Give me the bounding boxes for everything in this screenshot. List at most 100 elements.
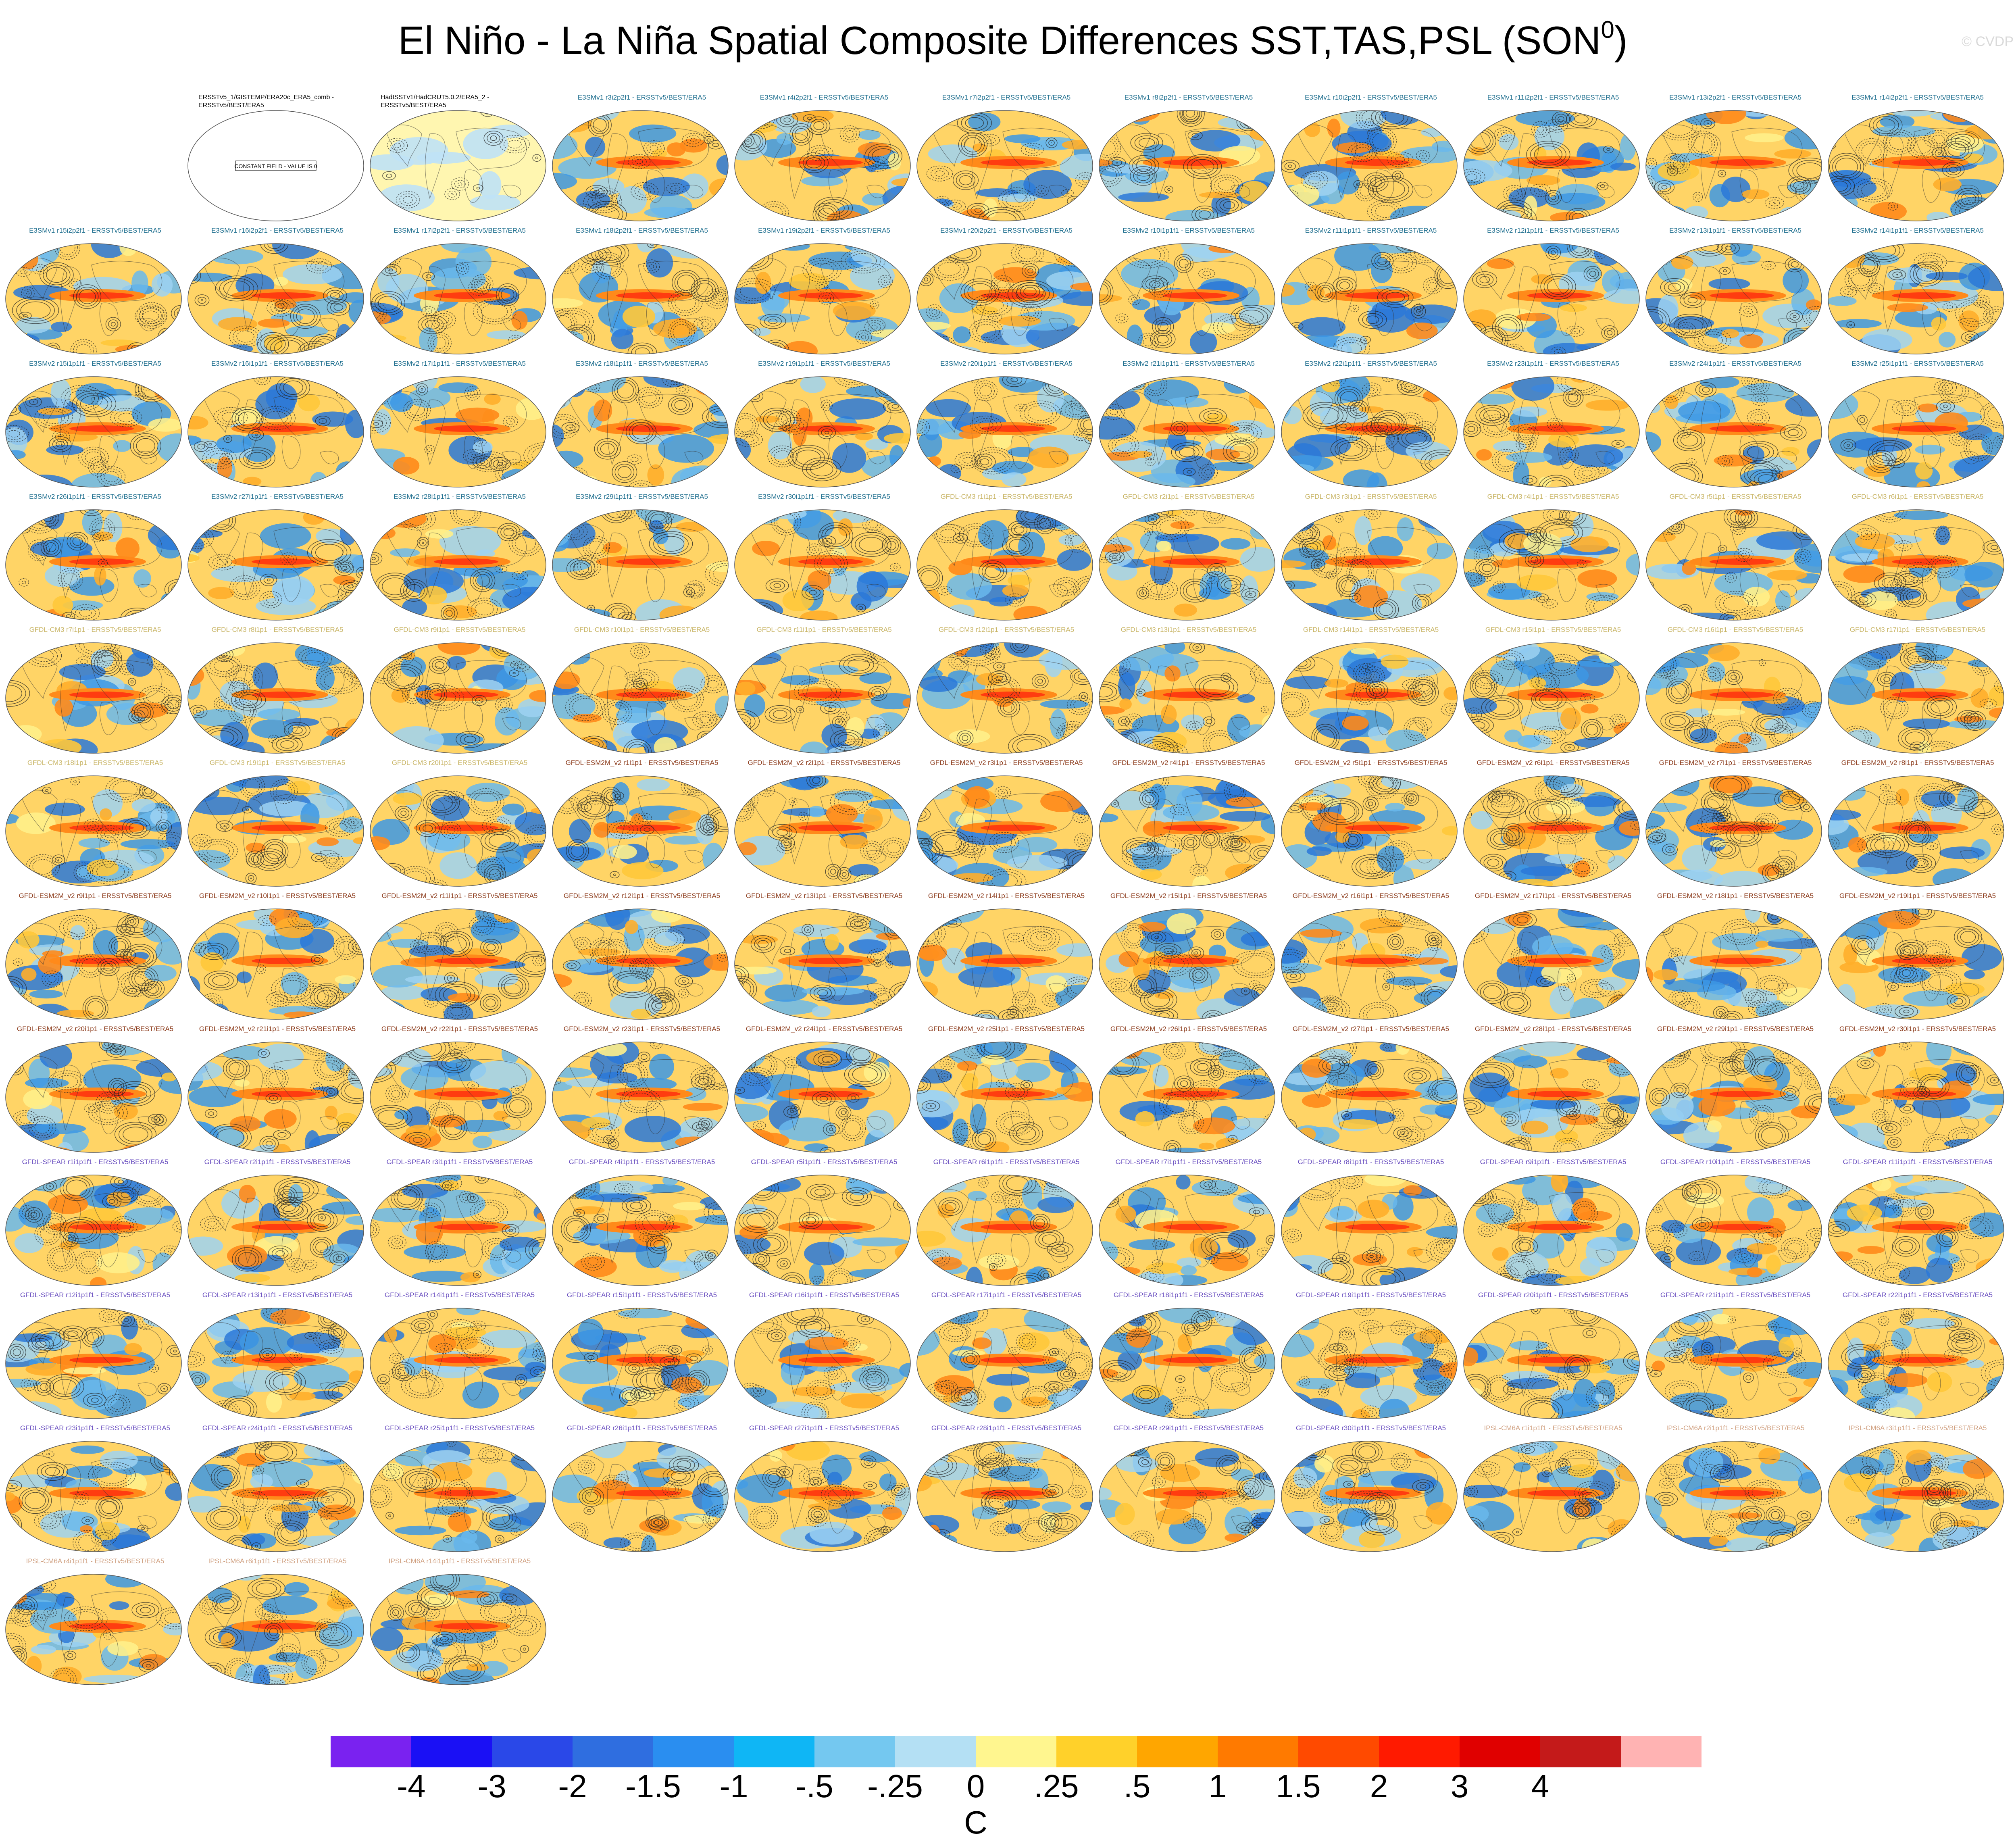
map-panel: GFDL-SPEAR r6i1p1f1 - ERSSTv5/BEST/ERA5 [916, 1158, 1097, 1287]
map-panel: HadISSTv1/HadCRUT5.0.2/ERA5_2 - ERSSTv5/… [369, 94, 550, 223]
world-map [187, 908, 364, 1020]
panel-title: E3SMv2 r19i1p1f1 - ERSSTv5/BEST/ERA5 [758, 360, 890, 367]
colorbar-swatch [734, 1736, 815, 1767]
map-panel: GFDL-CM3 r13i1p1 - ERSSTv5/BEST/ERA5 [1098, 626, 1279, 755]
panel-title: E3SMv1 r8i2p2f1 - ERSSTv5/BEST/ERA5 [1124, 94, 1253, 101]
panel-title: GFDL-ESM2M_v2 r26i1p1 - ERSSTv5/BEST/ERA… [1110, 1025, 1267, 1033]
world-map [552, 1441, 729, 1552]
map-panel: E3SMv1 r20i2p2f1 - ERSSTv5/BEST/ERA5 [916, 227, 1097, 356]
world-map [916, 1308, 1093, 1419]
world-map [1463, 110, 1640, 221]
panel-title: E3SMv1 r16i2p2f1 - ERSSTv5/BEST/ERA5 [211, 227, 344, 234]
panel-title: E3SMv2 r14i1p1f1 - ERSSTv5/BEST/ERA5 [1851, 227, 1984, 234]
colorbar-tick-label: -4 [397, 1768, 426, 1804]
world-map [1463, 376, 1640, 488]
map-panel: GFDL-CM3 r18i1p1 - ERSSTv5/BEST/ERA5 [5, 759, 185, 888]
map-panel: E3SMv2 r12i1p1f1 - ERSSTv5/BEST/ERA5 [1463, 227, 1643, 356]
map-panel: GFDL-CM3 r9i1p1 - ERSSTv5/BEST/ERA5 [369, 626, 550, 755]
world-map [916, 243, 1093, 354]
panel-title: IPSL-CM6A r1i1p1f1 - ERSSTv5/BEST/ERA5 [1484, 1424, 1622, 1432]
map-panel: E3SMv2 r17i1p1f1 - ERSSTv5/BEST/ERA5 [369, 360, 550, 489]
panel-title: E3SMv1 r20i2p2f1 - ERSSTv5/BEST/ERA5 [940, 227, 1073, 234]
world-map [734, 509, 911, 621]
map-panel: IPSL-CM6A r3i1p1f1 - ERSSTv5/BEST/ERA5 [1827, 1424, 2008, 1553]
panel-title: GFDL-ESM2M_v2 r6i1p1 - ERSSTv5/BEST/ERA5 [1477, 759, 1630, 767]
map-panel: GFDL-SPEAR r24i1p1f1 - ERSSTv5/BEST/ERA5 [187, 1424, 368, 1553]
panel-title: GFDL-SPEAR r19i1p1f1 - ERSSTv5/BEST/ERA5 [1295, 1291, 1446, 1299]
panel-title: GFDL-CM3 r16i1p1 - ERSSTv5/BEST/ERA5 [1667, 626, 1804, 633]
world-map [916, 1042, 1093, 1153]
panel-title: GFDL-SPEAR r17i1p1f1 - ERSSTv5/BEST/ERA5 [931, 1291, 1082, 1299]
panel-title: GFDL-SPEAR r10i1p1f1 - ERSSTv5/BEST/ERA5 [1660, 1158, 1811, 1166]
colorbar-tick-label: 1.5 [1276, 1768, 1321, 1804]
panel-title: GFDL-CM3 r13i1p1 - ERSSTv5/BEST/ERA5 [1120, 626, 1257, 633]
map-panel: GFDL-ESM2M_v2 r24i1p1 - ERSSTv5/BEST/ERA… [734, 1025, 914, 1154]
map-panel: GFDL-ESM2M_v2 r13i1p1 - ERSSTv5/BEST/ERA… [734, 892, 914, 1021]
panel-title: GFDL-ESM2M_v2 r15i1p1 - ERSSTv5/BEST/ERA… [1110, 892, 1267, 900]
map-panel: E3SMv2 r24i1p1f1 - ERSSTv5/BEST/ERA5 [1645, 360, 1826, 489]
world-map [1099, 642, 1275, 754]
map-panel: GFDL-CM3 r3i1p1 - ERSSTv5/BEST/ERA5 [1281, 493, 1461, 622]
world-map [1281, 908, 1458, 1020]
map-panel: E3SMv2 r20i1p1f1 - ERSSTv5/BEST/ERA5 [916, 360, 1097, 489]
colorbar-swatch [976, 1736, 1057, 1767]
world-map [916, 509, 1093, 621]
world-map [916, 642, 1093, 754]
world-map [1099, 1175, 1275, 1286]
panel-title: GFDL-ESM2M_v2 r24i1p1 - ERSSTv5/BEST/ERA… [746, 1025, 903, 1033]
panel-title: GFDL-ESM2M_v2 r9i1p1 - ERSSTv5/BEST/ERA5 [19, 892, 172, 900]
map-panel: E3SMv1 r15i2p2f1 - ERSSTv5/BEST/ERA5 [5, 227, 185, 356]
world-map [1645, 642, 1822, 754]
panel-title: GFDL-CM3 r8i1p1 - ERSSTv5/BEST/ERA5 [211, 626, 344, 633]
map-panel: GFDL-ESM2M_v2 r11i1p1 - ERSSTv5/BEST/ERA… [369, 892, 550, 1021]
panel-title: E3SMv2 r28i1p1f1 - ERSSTv5/BEST/ERA5 [394, 493, 526, 500]
map-panel: GFDL-SPEAR r8i1p1f1 - ERSSTv5/BEST/ERA5 [1281, 1158, 1461, 1287]
map-panel: E3SMv2 r29i1p1f1 - ERSSTv5/BEST/ERA5 [552, 493, 732, 622]
map-panel: E3SMv1 r17i2p2f1 - ERSSTv5/BEST/ERA5 [369, 227, 550, 356]
map-panel: GFDL-ESM2M_v2 r21i1p1 - ERSSTv5/BEST/ERA… [187, 1025, 368, 1154]
panel-title: GFDL-ESM2M_v2 r12i1p1 - ERSSTv5/BEST/ERA… [563, 892, 721, 900]
world-map [1281, 1441, 1458, 1552]
world-map [187, 376, 364, 488]
colorbar-swatch [411, 1736, 492, 1767]
world-map [1099, 376, 1275, 488]
panel-title: GFDL-CM3 r10i1p1 - ERSSTv5/BEST/ERA5 [574, 626, 710, 633]
world-map [1645, 1175, 1822, 1286]
panel-title: GFDL-ESM2M_v2 r4i1p1 - ERSSTv5/BEST/ERA5 [1112, 759, 1265, 767]
map-panel: GFDL-ESM2M_v2 r23i1p1 - ERSSTv5/BEST/ERA… [552, 1025, 732, 1154]
map-panel: GFDL-ESM2M_v2 r29i1p1 - ERSSTv5/BEST/ERA… [1645, 1025, 1826, 1154]
map-panel: GFDL-ESM2M_v2 r30i1p1 - ERSSTv5/BEST/ERA… [1827, 1025, 2008, 1154]
map-panel: GFDL-CM3 r16i1p1 - ERSSTv5/BEST/ERA5 [1645, 626, 1826, 755]
panel-title: GFDL-ESM2M_v2 r13i1p1 - ERSSTv5/BEST/ERA… [746, 892, 903, 900]
world-map [552, 1042, 729, 1153]
map-panel: GFDL-SPEAR r11i1p1f1 - ERSSTv5/BEST/ERA5 [1827, 1158, 2008, 1287]
map-panel: GFDL-ESM2M_v2 r1i1p1 - ERSSTv5/BEST/ERA5 [552, 759, 732, 888]
panel-title: GFDL-ESM2M_v2 r16i1p1 - ERSSTv5/BEST/ERA… [1292, 892, 1450, 900]
colorbar-tick-label: 3 [1450, 1768, 1469, 1804]
map-panel: E3SMv2 r18i1p1f1 - ERSSTv5/BEST/ERA5 [552, 360, 732, 489]
colorbar-tick-label: 0 [966, 1768, 985, 1804]
panel-title: GFDL-ESM2M_v2 r28i1p1 - ERSSTv5/BEST/ERA… [1475, 1025, 1632, 1033]
map-panel: GFDL-ESM2M_v2 r25i1p1 - ERSSTv5/BEST/ERA… [916, 1025, 1097, 1154]
world-map [1099, 1042, 1275, 1153]
world-map [552, 110, 729, 221]
world-map [552, 509, 729, 621]
map-panel: GFDL-SPEAR r9i1p1f1 - ERSSTv5/BEST/ERA5 [1463, 1158, 1643, 1287]
world-map [1463, 1042, 1640, 1153]
world-map [1645, 1042, 1822, 1153]
panel-title: E3SMv1 r17i2p2f1 - ERSSTv5/BEST/ERA5 [394, 227, 526, 234]
world-map [1645, 376, 1822, 488]
panel-title: GFDL-ESM2M_v2 r3i1p1 - ERSSTv5/BEST/ERA5 [930, 759, 1083, 767]
colorbar-swatch [1298, 1736, 1379, 1767]
colorbar-tick-label: .25 [1034, 1768, 1079, 1804]
map-panel: E3SMv2 r23i1p1f1 - ERSSTv5/BEST/ERA5 [1463, 360, 1643, 489]
panel-title: E3SMv2 r20i1p1f1 - ERSSTv5/BEST/ERA5 [940, 360, 1073, 367]
world-map [1463, 775, 1640, 887]
panel-title: GFDL-SPEAR r8i1p1f1 - ERSSTv5/BEST/ERA5 [1297, 1158, 1444, 1166]
panel-title: GFDL-SPEAR r9i1p1f1 - ERSSTv5/BEST/ERA5 [1480, 1158, 1627, 1166]
world-map [1645, 110, 1822, 221]
world-map [1099, 908, 1275, 1020]
map-panel: GFDL-SPEAR r1i1p1f1 - ERSSTv5/BEST/ERA5 [5, 1158, 185, 1287]
world-map [187, 509, 364, 621]
map-panel: GFDL-CM3 r15i1p1 - ERSSTv5/BEST/ERA5 [1463, 626, 1643, 755]
